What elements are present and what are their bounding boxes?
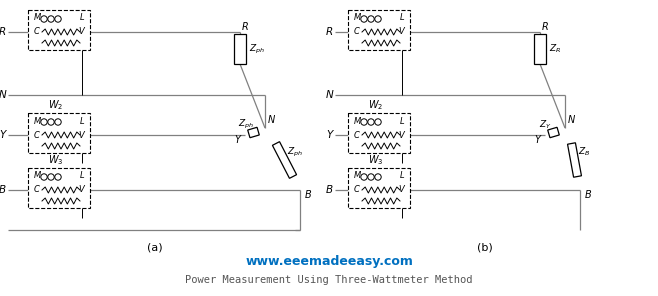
Bar [348, 168, 410, 208]
Text: M: M [354, 117, 361, 126]
Text: $W_3$: $W_3$ [368, 153, 384, 167]
Text: L: L [80, 14, 84, 22]
Text: N: N [325, 90, 333, 100]
Text: N: N [0, 90, 6, 100]
Text: V: V [398, 28, 404, 36]
Bar [534, 34, 546, 64]
Text: V: V [78, 28, 84, 36]
Text: $Z_B$: $Z_B$ [578, 146, 591, 158]
Text: R: R [0, 27, 6, 37]
Text: Y: Y [534, 135, 540, 145]
Text: Y: Y [234, 135, 240, 145]
Text: R: R [326, 27, 333, 37]
Text: N: N [568, 115, 575, 125]
Text: V: V [78, 131, 84, 139]
Polygon shape [568, 143, 582, 177]
Text: L: L [399, 117, 404, 126]
Polygon shape [247, 127, 259, 138]
Text: www.eeemadeeasy.com: www.eeemadeeasy.com [245, 255, 413, 268]
Text: R: R [542, 22, 549, 32]
Bar [28, 10, 90, 50]
Text: N: N [268, 115, 275, 125]
Text: $Z_R$: $Z_R$ [549, 43, 561, 55]
Text: V: V [398, 131, 404, 139]
Text: B: B [0, 185, 6, 195]
Text: Power Measurement Using Three-Wattmeter Method: Power Measurement Using Three-Wattmeter … [186, 275, 472, 285]
Bar [28, 113, 90, 153]
Text: $W_2$: $W_2$ [368, 98, 384, 112]
Text: C: C [34, 28, 40, 36]
Text: $W_3$: $W_3$ [48, 153, 64, 167]
Text: Y: Y [0, 130, 6, 140]
Text: (b): (b) [477, 243, 493, 253]
Text: V: V [398, 186, 404, 194]
Text: (a): (a) [147, 243, 163, 253]
Text: M: M [34, 171, 41, 181]
Text: L: L [80, 171, 84, 181]
Text: C: C [354, 186, 360, 194]
Text: $Z_{ph}$: $Z_{ph}$ [249, 42, 265, 56]
Text: C: C [354, 131, 360, 139]
Text: B: B [305, 190, 312, 200]
Text: R: R [242, 22, 249, 32]
Text: C: C [34, 186, 40, 194]
Bar [28, 168, 90, 208]
Text: B: B [326, 185, 333, 195]
Polygon shape [547, 127, 559, 138]
Text: M: M [354, 171, 361, 181]
Text: B: B [585, 190, 592, 200]
Text: L: L [399, 171, 404, 181]
Bar [234, 34, 246, 64]
Text: $Z_Y$: $Z_Y$ [539, 118, 552, 131]
Bar [348, 113, 410, 153]
Text: L: L [80, 117, 84, 126]
Text: Y: Y [326, 130, 333, 140]
Polygon shape [272, 142, 297, 178]
Bar [348, 10, 410, 50]
Text: M: M [354, 14, 361, 22]
Text: V: V [78, 186, 84, 194]
Text: C: C [34, 131, 40, 139]
Text: M: M [34, 14, 41, 22]
Text: L: L [399, 14, 404, 22]
Text: $Z_{ph}$: $Z_{ph}$ [238, 118, 253, 131]
Text: $W_2$: $W_2$ [49, 98, 64, 112]
Text: M: M [34, 117, 41, 126]
Text: $Z_{ph}$: $Z_{ph}$ [286, 145, 303, 159]
Text: C: C [354, 28, 360, 36]
